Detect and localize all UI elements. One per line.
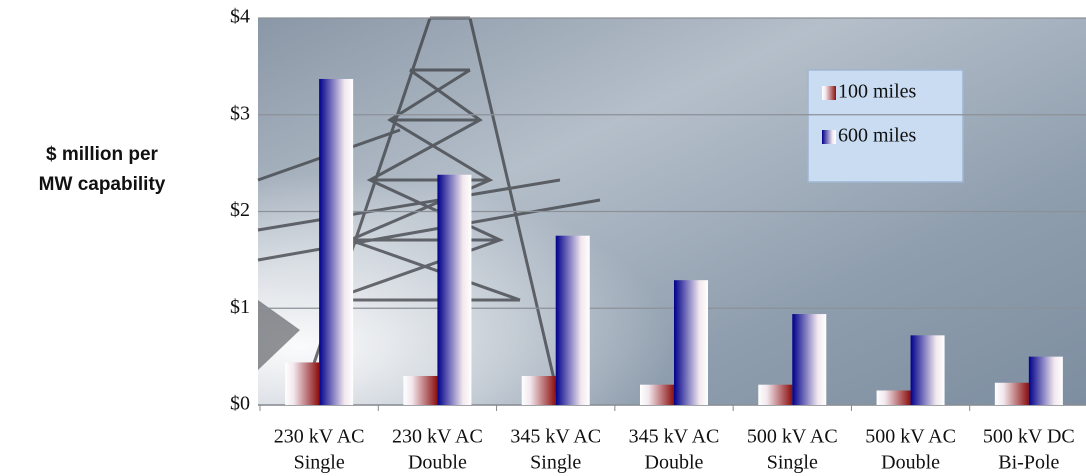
y-axis-label: $ million per (46, 144, 159, 165)
y-tick-label: $1 (230, 296, 250, 318)
y-axis-label: MW capability (39, 174, 166, 195)
x-tick-label: Single (530, 452, 581, 474)
x-tick-label: 500 kV AC (865, 426, 956, 448)
y-tick-label: $3 (230, 102, 250, 124)
x-tick-label: 230 kV AC (274, 426, 365, 448)
x-tick-label: Single (294, 452, 345, 474)
legend-label: 100 miles (838, 81, 917, 103)
legend-label: 600 miles (838, 125, 917, 147)
bar (403, 375, 438, 405)
bar (437, 174, 472, 405)
bar (640, 384, 674, 405)
bar (555, 235, 590, 405)
bar (910, 335, 945, 405)
x-tick-label: Bi-Pole (998, 452, 1059, 474)
x-tick-label: 500 kV AC (747, 426, 838, 448)
x-tick-label: 345 kV AC (510, 426, 601, 448)
legend-swatch (822, 86, 836, 100)
x-tick-label: Double (881, 452, 940, 474)
x-tick-label: Double (408, 452, 467, 474)
y-tick-label: $2 (230, 199, 250, 221)
bar (758, 384, 793, 405)
bar (1028, 356, 1063, 405)
bar (876, 390, 911, 405)
legend-swatch (822, 130, 836, 144)
x-tick-label: Double (645, 452, 704, 474)
x-tick-label: 230 kV AC (392, 426, 483, 448)
legend: 100 miles 600 miles (807, 69, 964, 183)
y-tick-label: $0 (230, 393, 250, 415)
bar (674, 280, 708, 405)
x-tick-label: Single (767, 452, 818, 474)
x-tick-label: 500 kV DC (983, 426, 1075, 448)
bar (285, 362, 320, 405)
x-tick-label: 345 kV AC (629, 426, 720, 448)
y-tick-label: $4 (230, 6, 250, 28)
bar (521, 375, 556, 405)
bar (319, 78, 354, 405)
bar (994, 382, 1029, 405)
bar (792, 314, 827, 405)
